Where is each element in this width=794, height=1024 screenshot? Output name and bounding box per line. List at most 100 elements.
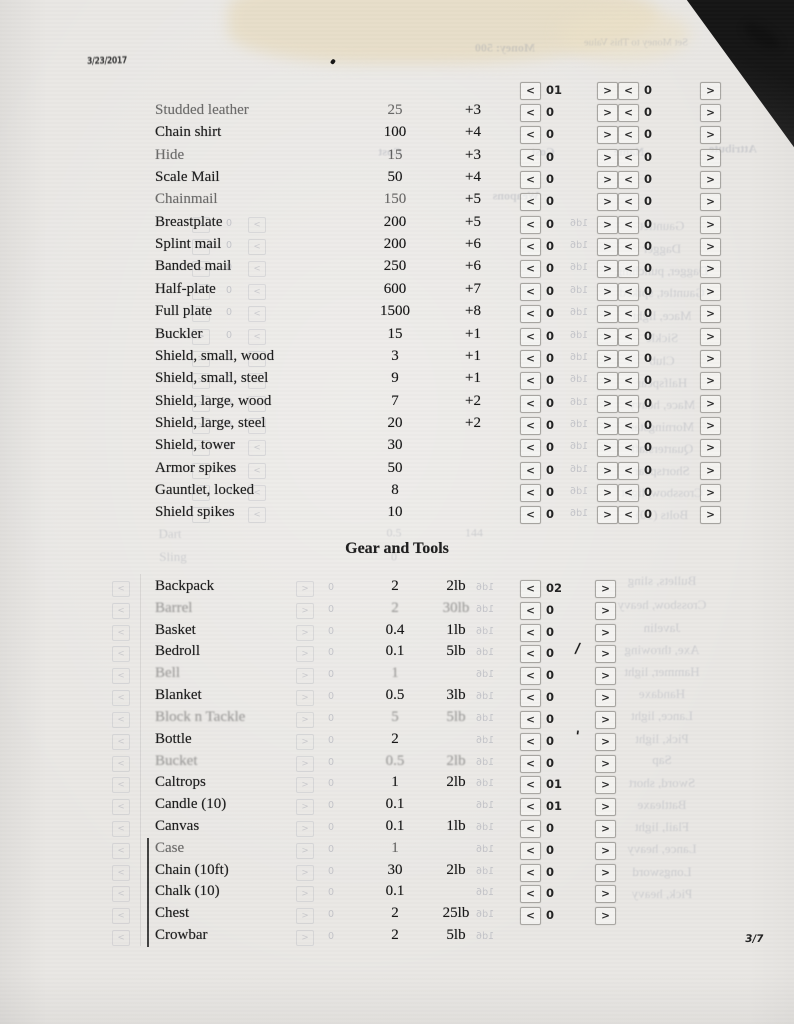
armor-qty1-increment-button[interactable]: >	[597, 439, 618, 458]
armor-qty1-increment-button[interactable]: >	[597, 461, 618, 480]
armor-qty1-decrement-button[interactable]: <	[520, 171, 541, 190]
armor-qty1-increment-button[interactable]: >	[597, 327, 618, 346]
armor-qty2-decrement-button[interactable]: <	[618, 104, 639, 122]
armor-qty1-decrement-button[interactable]: <	[520, 483, 541, 502]
armor-qty2-decrement-button[interactable]: <	[618, 282, 639, 301]
armor-qty1-decrement-button[interactable]: <	[520, 461, 541, 480]
armor-qty2-decrement-button[interactable]: <	[618, 439, 639, 458]
armor-leading-row-qty2-decrement-button[interactable]: <	[618, 81, 639, 100]
armor-qty1-increment-button[interactable]: >	[597, 483, 618, 502]
armor-qty2-decrement-button[interactable]: <	[618, 461, 639, 480]
gear-qty-increment-button[interactable]: >	[595, 863, 616, 882]
armor-leading-row-qty1-increment-button[interactable]: >	[597, 81, 618, 100]
armor-qty2-decrement-button[interactable]: <	[618, 260, 639, 279]
gear-qty-decrement-button[interactable]: <	[520, 776, 541, 795]
armor-qty1-increment-button[interactable]: >	[597, 416, 618, 435]
armor-qty1-decrement-button[interactable]: <	[520, 349, 541, 368]
armor-qty1-decrement-button[interactable]: <	[520, 439, 541, 458]
gear-qty-increment-button[interactable]: >	[595, 689, 616, 708]
armor-qty1-increment-button[interactable]: >	[597, 193, 618, 212]
armor-qty1-decrement-button[interactable]: <	[520, 416, 541, 435]
armor-qty2-decrement-button[interactable]: <	[618, 327, 639, 346]
armor-qty1-increment-button[interactable]: >	[597, 282, 618, 301]
gear-qty-decrement-button[interactable]: <	[520, 689, 541, 708]
armor-qty1-increment-button[interactable]: >	[597, 349, 618, 368]
armor-qty1-decrement-button[interactable]: <	[520, 215, 541, 234]
armor-qty2-increment-button[interactable]: >	[700, 282, 721, 301]
armor-qty2-decrement-button[interactable]: <	[618, 171, 639, 190]
gear-qty-increment-button[interactable]: >	[595, 907, 616, 926]
gear-qty-increment-button[interactable]: >	[595, 645, 616, 664]
armor-qty1-increment-button[interactable]: >	[597, 260, 618, 279]
armor-qty1-increment-button[interactable]: >	[597, 372, 618, 391]
armor-qty2-increment-button[interactable]: >	[700, 171, 721, 190]
armor-qty1-increment-button[interactable]: >	[597, 148, 618, 167]
armor-qty2-increment-button[interactable]: >	[700, 215, 721, 234]
armor-qty2-increment-button[interactable]: >	[700, 372, 721, 391]
gear-qty-decrement-button[interactable]: <	[520, 732, 541, 751]
armor-qty2-increment-button[interactable]: >	[700, 305, 721, 324]
armor-qty2-increment-button[interactable]: >	[700, 104, 721, 122]
gear-qty-decrement-button[interactable]: <	[520, 710, 541, 729]
armor-leading-row-qty1-decrement-button[interactable]: <	[520, 81, 541, 100]
armor-qty2-increment-button[interactable]: >	[700, 506, 721, 525]
armor-qty2-increment-button[interactable]: >	[700, 483, 721, 502]
armor-qty1-increment-button[interactable]: >	[597, 215, 618, 234]
armor-qty2-increment-button[interactable]: >	[700, 238, 721, 257]
armor-qty1-decrement-button[interactable]: <	[520, 104, 541, 122]
armor-qty2-decrement-button[interactable]: <	[618, 126, 639, 145]
armor-qty2-increment-button[interactable]: >	[700, 349, 721, 368]
armor-qty2-increment-button[interactable]: >	[700, 394, 721, 413]
armor-qty2-increment-button[interactable]: >	[700, 193, 721, 212]
armor-qty1-increment-button[interactable]: >	[597, 305, 618, 324]
gear-qty-decrement-button[interactable]: <	[520, 863, 541, 882]
gear-qty-decrement-button[interactable]: <	[520, 798, 541, 817]
armor-qty2-decrement-button[interactable]: <	[618, 483, 639, 502]
gear-qty-increment-button[interactable]: >	[595, 820, 616, 839]
gear-qty-decrement-button[interactable]: <	[520, 667, 541, 686]
gear-qty-decrement-button[interactable]: <	[520, 754, 541, 773]
armor-qty2-decrement-button[interactable]: <	[618, 394, 639, 413]
armor-qty2-decrement-button[interactable]: <	[618, 349, 639, 368]
armor-qty1-increment-button[interactable]: >	[597, 126, 618, 145]
armor-qty1-decrement-button[interactable]: <	[520, 506, 541, 525]
armor-qty1-decrement-button[interactable]: <	[520, 282, 541, 301]
armor-qty2-increment-button[interactable]: >	[700, 439, 721, 458]
armor-qty2-increment-button[interactable]: >	[700, 148, 721, 167]
armor-qty1-decrement-button[interactable]: <	[520, 372, 541, 391]
armor-qty1-decrement-button[interactable]: <	[520, 126, 541, 145]
armor-qty1-decrement-button[interactable]: <	[520, 148, 541, 167]
armor-qty1-increment-button[interactable]: >	[597, 104, 618, 122]
armor-qty2-increment-button[interactable]: >	[700, 327, 721, 346]
armor-qty1-decrement-button[interactable]: <	[520, 305, 541, 324]
gear-qty-decrement-button[interactable]: <	[520, 820, 541, 839]
armor-qty1-increment-button[interactable]: >	[597, 394, 618, 413]
armor-qty2-decrement-button[interactable]: <	[618, 148, 639, 167]
armor-qty2-decrement-button[interactable]: <	[618, 238, 639, 257]
gear-qty-increment-button[interactable]: >	[595, 841, 616, 860]
armor-qty1-increment-button[interactable]: >	[597, 238, 618, 257]
armor-qty2-increment-button[interactable]: >	[700, 416, 721, 435]
armor-qty1-increment-button[interactable]: >	[597, 171, 618, 190]
gear-qty-increment-button[interactable]: >	[595, 601, 616, 620]
armor-qty2-increment-button[interactable]: >	[700, 461, 721, 480]
gear-qty-decrement-button[interactable]: <	[520, 645, 541, 664]
gear-qty-increment-button[interactable]: >	[595, 798, 616, 817]
armor-qty1-decrement-button[interactable]: <	[520, 394, 541, 413]
armor-qty2-decrement-button[interactable]: <	[618, 305, 639, 324]
armor-qty1-decrement-button[interactable]: <	[520, 327, 541, 346]
armor-qty2-decrement-button[interactable]: <	[618, 193, 639, 212]
armor-qty2-decrement-button[interactable]: <	[618, 372, 639, 391]
gear-qty-decrement-button[interactable]: <	[520, 601, 541, 620]
armor-qty2-increment-button[interactable]: >	[700, 260, 721, 279]
gear-qty-increment-button[interactable]: >	[595, 667, 616, 686]
gear-qty-decrement-button[interactable]: <	[520, 885, 541, 904]
gear-qty-increment-button[interactable]: >	[595, 776, 616, 795]
armor-qty1-decrement-button[interactable]: <	[520, 260, 541, 279]
gear-qty-increment-button[interactable]: >	[595, 732, 616, 751]
gear-qty-decrement-button[interactable]: <	[520, 841, 541, 860]
gear-qty-decrement-button[interactable]: <	[520, 623, 541, 642]
armor-qty2-decrement-button[interactable]: <	[618, 506, 639, 525]
gear-qty-decrement-button[interactable]: <	[520, 907, 541, 926]
gear-qty-decrement-button[interactable]: <	[520, 580, 541, 598]
